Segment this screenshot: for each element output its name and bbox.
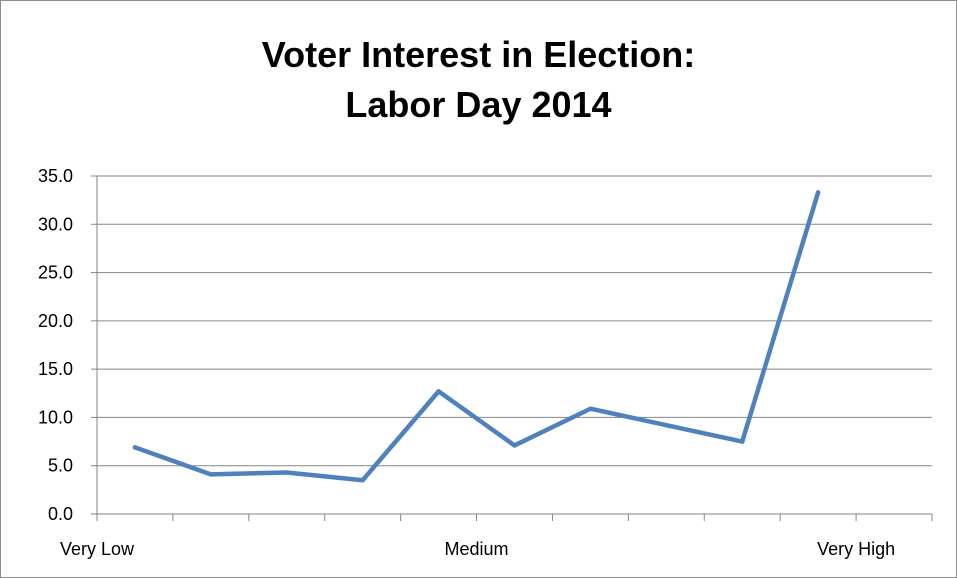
series-layer xyxy=(132,190,821,483)
y-tick-label: 15.0 xyxy=(38,359,73,379)
data-point xyxy=(208,472,214,477)
x-tick-label: Very Low xyxy=(60,539,135,559)
data-point xyxy=(588,406,593,411)
data-point xyxy=(512,443,517,448)
data-point xyxy=(664,422,669,428)
y-tick-label: 0.0 xyxy=(48,504,73,524)
gridlines xyxy=(97,175,932,467)
y-axis-tick-labels: 0.0 5.0 10.0 15.0 20.0 25.0 30.0 35.0 xyxy=(38,166,73,524)
y-tick-label: 35.0 xyxy=(38,166,73,186)
axes xyxy=(91,175,933,521)
data-point xyxy=(815,190,821,195)
y-tick-label: 5.0 xyxy=(48,456,73,476)
y-tick-label: 10.0 xyxy=(38,407,73,427)
y-tick-label: 30.0 xyxy=(38,214,73,234)
data-point xyxy=(284,470,289,475)
data-point xyxy=(740,439,745,444)
y-tick-label: 20.0 xyxy=(38,311,73,331)
x-tick-label: Very High xyxy=(817,539,895,559)
x-axis-tick-labels: Very Low Medium Very High xyxy=(60,539,895,559)
chart-title-line-2: Labor Day 2014 xyxy=(345,84,612,125)
chart-title: Voter Interest in Election: Labor Day 20… xyxy=(0,30,957,130)
data-point xyxy=(360,478,365,483)
data-point xyxy=(132,445,138,450)
y-tick-label: 25.0 xyxy=(38,263,73,283)
series-line xyxy=(132,190,821,483)
x-tick-label: Medium xyxy=(445,539,509,559)
data-point xyxy=(436,389,441,394)
chart-title-line-1: Voter Interest in Election: xyxy=(261,34,696,75)
